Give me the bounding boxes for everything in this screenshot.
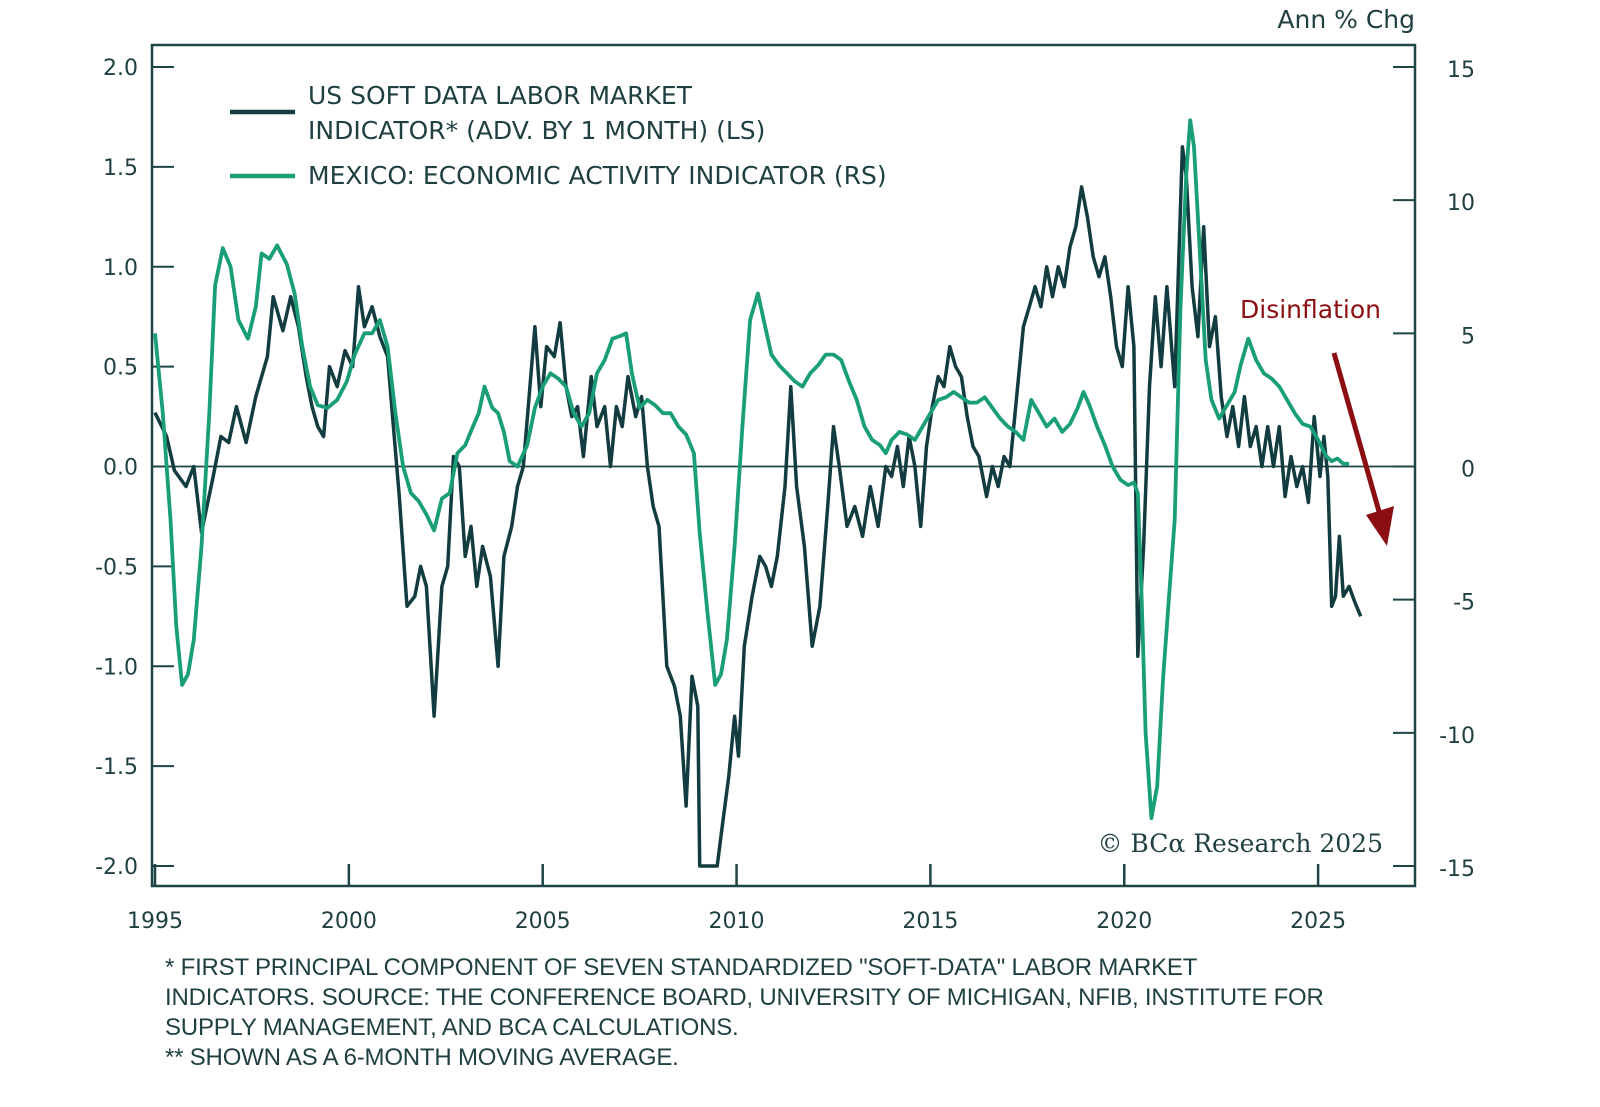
legend: US SOFT DATA LABOR MARKET INDICATOR* (AD… [230, 81, 887, 190]
footnotes: * FIRST PRINCIPAL COMPONENT OF SEVEN STA… [165, 953, 1465, 1073]
x-tick-label: 2000 [321, 909, 377, 934]
series-layer [153, 118, 1363, 868]
legend-label-mexico: MEXICO: ECONOMIC ACTIVITY INDICATOR (RS) [308, 161, 887, 190]
footnote-line: * FIRST PRINCIPAL COMPONENT OF SEVEN STA… [165, 954, 1198, 981]
x-axis: 1995 2000 2005 2010 2015 2020 2025 [127, 864, 1346, 934]
x-tick-label: 2025 [1290, 909, 1346, 934]
right-axis: 15 10 5 0 -5 -10 -15 [1393, 58, 1475, 882]
right-axis-unit-label: Ann % Chg [1277, 5, 1415, 34]
footnote-line: INDICATORS. SOURCE: THE CONFERENCE BOARD… [165, 984, 1324, 1011]
footnote-line: SUPPLY MANAGEMENT, AND BCA CALCULATIONS. [165, 1014, 739, 1041]
x-tick-label: 2015 [902, 909, 958, 934]
right-tick-label: 0 [1461, 458, 1475, 483]
right-tick-label: 5 [1461, 324, 1475, 349]
left-tick-label: 0.5 [103, 356, 138, 381]
right-tick-label: 15 [1447, 58, 1475, 83]
copyright-label: © BCα Research 2025 [1097, 829, 1383, 858]
series-line-us-soft-data [153, 145, 1363, 868]
right-tick-label: 10 [1447, 191, 1475, 216]
x-tick-label: 2010 [709, 909, 765, 934]
x-tick-label: 2005 [515, 909, 571, 934]
left-tick-label: 2.0 [103, 56, 138, 81]
chart: Ann % Chg 2.0 1.5 1.0 0.5 0.0 -0.5 -1.0 -1.5 -2.… [95, 5, 1475, 934]
right-tick-label: -10 [1439, 724, 1475, 749]
legend-label-us-line1: US SOFT DATA LABOR MARKET [308, 81, 693, 110]
footnote-line: ** SHOWN AS A 6-MONTH MOVING AVERAGE. [165, 1044, 679, 1071]
left-tick-label: -1.0 [95, 655, 138, 680]
x-tick-label: 1995 [127, 909, 183, 934]
left-tick-label: -0.5 [95, 555, 138, 580]
left-tick-label: 1.5 [103, 156, 138, 181]
disinflation-annotation: Disinflation [1240, 295, 1381, 324]
left-tick-label: 1.0 [103, 256, 138, 281]
series-line-mexico-activity [153, 118, 1350, 820]
left-tick-label: -2.0 [95, 855, 138, 880]
disinflation-arrow-icon [1331, 352, 1394, 546]
left-tick-label: 0.0 [103, 456, 138, 481]
right-tick-label: -15 [1439, 857, 1475, 882]
right-tick-label: -5 [1453, 591, 1475, 616]
left-tick-label: -1.5 [95, 755, 138, 780]
left-axis: 2.0 1.5 1.0 0.5 0.0 -0.5 -1.0 -1.5 -2.0 [95, 56, 174, 880]
legend-label-us-line2: INDICATOR* (ADV. BY 1 MONTH) (LS) [308, 116, 765, 145]
x-tick-label: 2020 [1096, 909, 1152, 934]
